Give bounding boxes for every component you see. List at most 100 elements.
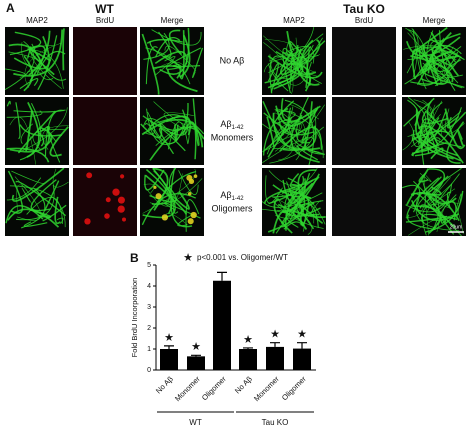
neurite (275, 108, 324, 159)
error-bar (217, 271, 227, 281)
neurite (142, 118, 177, 141)
neurite (178, 30, 185, 80)
bar (293, 348, 311, 370)
neurite (404, 55, 455, 85)
neurite (52, 168, 69, 188)
neurite (410, 99, 435, 147)
neurite (426, 192, 457, 205)
neurite (158, 127, 186, 155)
neurite (13, 29, 64, 77)
image-content (141, 168, 203, 232)
neurite (427, 111, 447, 142)
image-background (332, 97, 396, 165)
neurite (298, 196, 315, 230)
neurite (436, 201, 464, 235)
neurite (20, 123, 34, 144)
neurite (427, 177, 453, 206)
neurite (308, 39, 321, 63)
neurite (430, 31, 460, 77)
nucleus (190, 211, 197, 219)
neurite (425, 175, 449, 195)
neurite (172, 191, 190, 210)
neurite (267, 55, 323, 79)
micrograph (402, 27, 466, 95)
neurite (263, 42, 294, 95)
neurite (414, 141, 438, 157)
x-tick-label: Monomer (252, 374, 281, 403)
neurite (426, 168, 445, 203)
neurite (56, 217, 64, 225)
image-background (332, 27, 396, 95)
nucleus (104, 213, 110, 219)
neurite (444, 108, 466, 150)
x-tick-label: No Aβ (233, 374, 254, 395)
image-content (403, 27, 465, 92)
error-bar (191, 354, 201, 357)
neurite (438, 30, 456, 92)
nucleus (84, 218, 91, 225)
column-header: Merge (161, 16, 184, 25)
row-label-sub: 1-42 (232, 125, 245, 131)
neurite (167, 121, 189, 150)
neurite (296, 48, 317, 76)
image-content (141, 27, 204, 95)
image-background (73, 27, 137, 95)
neurite (282, 45, 299, 57)
image-background (140, 97, 204, 165)
neurite (403, 101, 432, 127)
group-label: WT (189, 418, 202, 427)
nucleus (155, 193, 162, 200)
y-tick-label: 3 (147, 304, 151, 311)
image-content (262, 97, 325, 165)
neurite (24, 42, 62, 88)
neurite (420, 44, 462, 59)
image-content (262, 168, 326, 235)
neurite (145, 173, 183, 207)
micrograph (140, 168, 204, 236)
neurite (296, 101, 313, 151)
nucleus (121, 217, 127, 222)
neurite (427, 54, 436, 74)
neurite (42, 125, 69, 150)
neurite (405, 183, 453, 213)
neurite (431, 32, 461, 67)
significance-marker: ★ (164, 332, 174, 344)
neurite (16, 184, 28, 212)
neurite (422, 44, 439, 87)
neurite (11, 170, 45, 184)
neurite (19, 102, 42, 161)
neurite (418, 186, 442, 196)
neurite (285, 200, 324, 228)
neurite (290, 116, 320, 164)
neurite (6, 177, 42, 201)
neurite (192, 98, 200, 147)
neurite (284, 99, 315, 165)
x-tick-label: Oligomer (280, 374, 308, 402)
image-background (332, 168, 396, 236)
neurite (21, 42, 42, 74)
neurite (5, 68, 26, 78)
y-tick-label: 1 (147, 346, 151, 353)
image-content (402, 97, 466, 165)
neurite (9, 31, 42, 56)
bar (239, 349, 257, 370)
neurite (263, 35, 316, 73)
neurite (411, 126, 432, 147)
neurite (410, 55, 439, 85)
neurite (192, 47, 204, 78)
row-label-line2: Oligomers (211, 203, 253, 213)
neurite (421, 117, 440, 152)
neurite (182, 121, 197, 160)
significance-marker: ★ (270, 329, 280, 341)
panel-label: B (130, 251, 139, 265)
neurite (412, 192, 455, 235)
error-bar (164, 345, 174, 349)
nucleus (161, 214, 169, 221)
neurite (269, 110, 317, 164)
micrograph (5, 97, 69, 165)
neurite (31, 43, 67, 81)
neurite (141, 193, 197, 226)
group-title: Tau KO (343, 2, 385, 16)
neurite (21, 187, 33, 206)
neurite (419, 204, 456, 228)
